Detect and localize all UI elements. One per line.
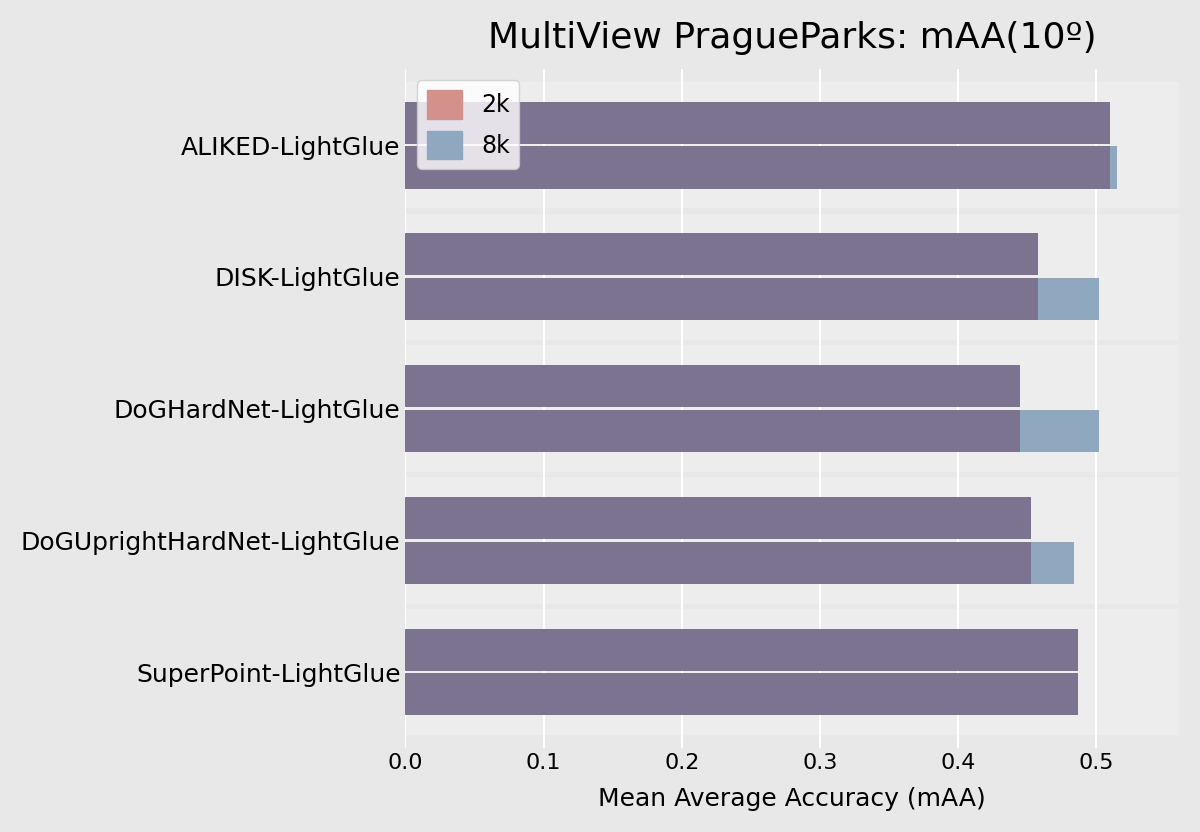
Bar (1038, 278, 1099, 320)
Bar (406, 146, 1110, 189)
Bar (1110, 146, 1117, 189)
Bar (1031, 542, 1074, 584)
Legend: 2k, 8k: 2k, 8k (418, 81, 520, 169)
X-axis label: Mean Average Accuracy (mAA): Mean Average Accuracy (mAA) (599, 787, 986, 811)
Bar (406, 542, 1031, 584)
Bar (406, 673, 1079, 716)
Bar (406, 365, 1020, 407)
Bar (406, 497, 1031, 539)
Bar (1020, 410, 1099, 452)
Bar (406, 214, 1180, 340)
Bar (406, 410, 1020, 452)
Bar (406, 82, 1180, 208)
Title: MultiView PragueParks: mAA(10º): MultiView PragueParks: mAA(10º) (488, 21, 1097, 55)
Bar (406, 278, 1038, 320)
Bar (406, 345, 1180, 472)
Bar (406, 628, 1079, 671)
Bar (406, 609, 1180, 735)
Bar (406, 233, 1038, 275)
Bar (406, 102, 1110, 144)
Bar (406, 477, 1180, 603)
